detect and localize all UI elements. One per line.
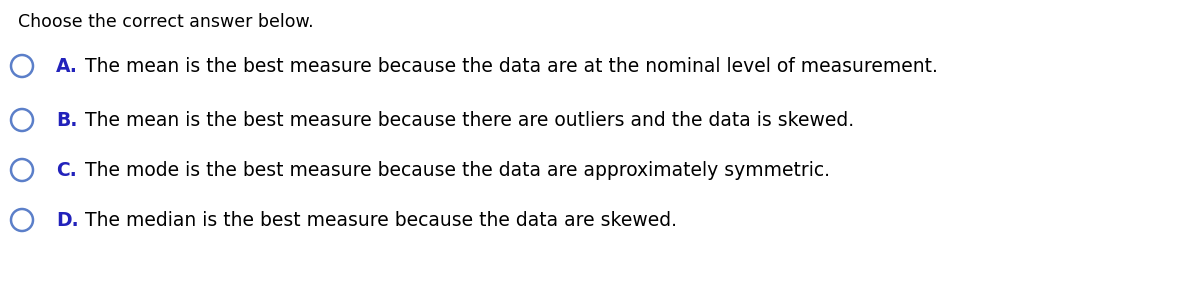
Text: C.: C. — [56, 160, 77, 180]
Text: The mode is the best measure because the data are approximately symmetric.: The mode is the best measure because the… — [85, 160, 830, 180]
Text: A.: A. — [56, 56, 78, 75]
Text: The mean is the best measure because there are outliers and the data is skewed.: The mean is the best measure because the… — [85, 111, 854, 129]
Text: D.: D. — [56, 210, 78, 229]
Text: B.: B. — [56, 111, 77, 129]
Text: Choose the correct answer below.: Choose the correct answer below. — [18, 13, 314, 31]
Text: The median is the best measure because the data are skewed.: The median is the best measure because t… — [85, 210, 677, 229]
Text: The mean is the best measure because the data are at the nominal level of measur: The mean is the best measure because the… — [85, 56, 938, 75]
